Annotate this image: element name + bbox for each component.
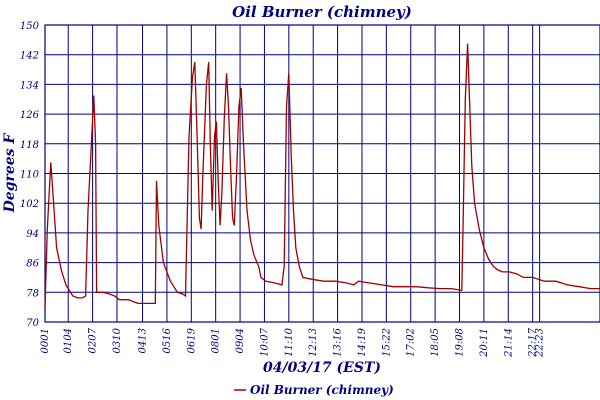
y-tick-labels: 70 78 86 94 102 110 118 126 134 142 150 [20,21,40,329]
x-tick-label: 11:10 [284,327,295,356]
x-tick-label: 0801 [211,328,222,353]
x-tick-label: 0001 [40,328,51,353]
x-tick-label: 15:22 [381,328,392,357]
y-tick-label: 70 [26,318,39,329]
y-tick-label: 94 [26,229,39,240]
x-tick-label: 0310 [112,327,123,353]
x-tick-labels: 0001 0104 0207 0310 0413 0516 0619 0801 0904 10:0… [40,327,546,357]
x-tick-label: 19:08 [455,328,466,357]
y-axis-label: Degrees F [2,133,18,214]
y-tick-label: 110 [20,170,40,181]
x-tick-label: 0104 [63,328,74,353]
y-tick-label: 78 [26,288,39,299]
x-tick-label: 17:02 [406,328,417,357]
y-tick-label: 134 [20,80,39,91]
x-tick-label: 13:16 [333,327,344,356]
y-tick-label: 86 [26,259,39,270]
x-tick-label: 0207 [88,327,99,353]
legend: Oil Burner (chimney) [234,383,394,397]
legend-label: Oil Burner (chimney) [250,383,394,397]
x-tick-label: 10:07 [259,327,270,356]
x-tick-label: 22:17 [528,327,539,357]
y-tick-label: 118 [20,140,39,151]
x-tick-label: 0904 [235,328,246,353]
x-tick-label: 14:19 [357,327,368,356]
plot-frame [44,24,600,323]
y-tick-label: 126 [20,110,40,121]
x-tick-label: 0516 [162,327,173,353]
x-tick-label: 12:13 [308,328,319,357]
x-tick-label: 20:11 [479,328,490,358]
x-tick-label: 0619 [186,327,197,353]
series-line-oil-burner [44,43,600,308]
chart-title: Oil Burner (chimney) [232,3,412,21]
x-tick-label: 21:14 [503,328,514,358]
y-tick-label: 142 [20,51,39,62]
x-axis-label: 04/03/17 (EST) [263,360,381,376]
x-tick-label: 0413 [138,328,149,353]
y-tick-label: 102 [20,199,39,210]
x-tick-label: 18:05 [430,328,441,357]
x-tick-label: 22:23 [535,328,546,358]
y-tick-label: 150 [20,21,40,32]
